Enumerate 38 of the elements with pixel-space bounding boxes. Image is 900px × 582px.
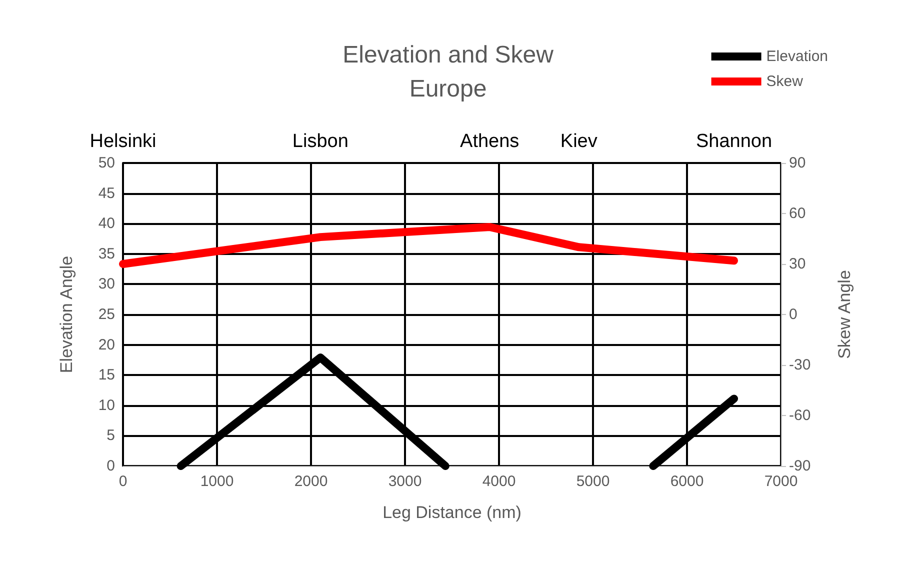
y-tick-label: 20 <box>98 336 115 354</box>
y-tick-label: 5 <box>106 427 115 444</box>
text: Kiev <box>560 131 598 152</box>
x-tick-label: 5000 <box>576 473 610 490</box>
y-tick-label: 50 <box>98 154 115 172</box>
y2-axis-title: Skew Angle <box>835 270 854 359</box>
y2-tick-label: -60 <box>789 407 811 424</box>
x-tick-label: 0 <box>118 473 128 490</box>
y2-tick-label: 90 <box>789 154 806 172</box>
legend-label: Skew <box>766 73 804 90</box>
legend-label: Elevation <box>766 48 828 65</box>
y-tick-label: 35 <box>98 245 115 262</box>
y2-tick-label: 30 <box>789 256 806 272</box>
y-axis-title: Elevation Angle <box>57 256 76 374</box>
y2-tick-label: -30 <box>789 356 811 374</box>
x-tick-label: 3000 <box>388 473 422 490</box>
y-tick-label: 40 <box>98 215 115 232</box>
chart-subtitle: Europe <box>409 76 487 102</box>
x-tick-label: 1000 <box>200 473 234 490</box>
text: Helsinki <box>90 131 156 152</box>
y2-tick-label: -90 <box>789 458 811 474</box>
text: Athens <box>460 131 520 152</box>
text: Shannon <box>696 131 772 152</box>
y-tick-label: 0 <box>106 458 115 474</box>
x-tick-label: 4000 <box>482 473 516 490</box>
chart-title: Elevation and Skew <box>342 42 554 68</box>
text: Lisbon <box>292 131 348 152</box>
y2-tick-label: 0 <box>789 306 798 323</box>
x-tick-label: 7000 <box>764 473 798 490</box>
x-axis-title: Leg Distance (nm) <box>382 503 522 522</box>
x-tick-label: 6000 <box>670 473 704 490</box>
y-tick-label: 30 <box>98 276 115 293</box>
y-tick-label: 15 <box>98 366 115 384</box>
y-tick-label: 25 <box>98 306 115 323</box>
x-tick-label: 2000 <box>294 473 328 490</box>
y-tick-label: 10 <box>98 396 115 414</box>
y-tick-label: 45 <box>98 184 115 202</box>
y2-tick-label: 60 <box>789 205 806 222</box>
